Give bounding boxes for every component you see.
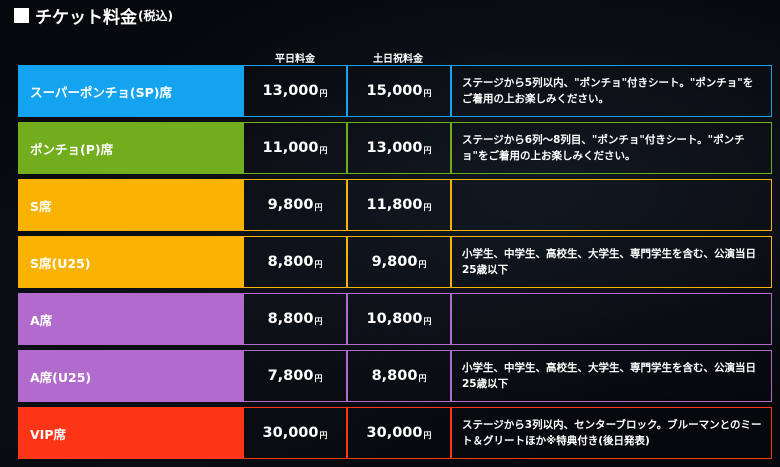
weekend-price-value: 8,800 xyxy=(371,368,418,384)
seat-description: ステージから5列以内、"ポンチョ"付きシート。"ポンチョ"をご着用の上お楽しみく… xyxy=(451,65,772,117)
weekday-price: 8,800 円 xyxy=(243,293,347,345)
title-sub: (税込) xyxy=(138,8,173,23)
weekday-price-value: 9,800 xyxy=(267,197,314,213)
weekday-price: 30,000 円 xyxy=(243,407,347,459)
weekend-price: 10,800 円 xyxy=(347,293,451,345)
yen-unit: 円 xyxy=(314,259,323,269)
yen-unit: 円 xyxy=(423,202,432,212)
seat-name: VIP席 xyxy=(18,407,243,459)
weekend-price-value: 10,800 xyxy=(366,311,423,327)
yen-unit: 円 xyxy=(319,430,328,440)
yen-unit: 円 xyxy=(423,88,432,98)
yen-unit: 円 xyxy=(314,373,323,383)
yen-unit: 円 xyxy=(314,316,323,326)
weekday-price: 11,000 円 xyxy=(243,122,347,174)
yen-unit: 円 xyxy=(418,373,427,383)
price-table: スーパーポンチョ(SP)席 13,000 円 15,000 円ステージから5列以内、"ポ… xyxy=(18,65,772,464)
seat-description: ステージから3列以内、センターブロック。ブルーマンとのミート＆グリートほか※特典… xyxy=(451,407,772,459)
weekday-price-value: 11,000 xyxy=(262,140,319,156)
weekend-price: 13,000 円 xyxy=(347,122,451,174)
section-title: チケット料金 (税込) xyxy=(12,4,173,28)
weekend-header: 土日祝料金 xyxy=(373,54,423,65)
yen-unit: 円 xyxy=(319,145,328,155)
table-row: A席(U25) 7,800 円 8,800 円小学生、中学生、高校生、大学生、専門学生を… xyxy=(18,350,772,402)
table-row: VIP席 30,000 円 30,000 円ステージから3列以内、センターブロック。ブル… xyxy=(18,407,772,459)
weekday-price-value: 8,800 xyxy=(267,311,314,327)
seat-description: 小学生、中学生、高校生、大学生、専門学生を含む、公演当日25歳以下 xyxy=(451,350,772,402)
seat-name: A席 xyxy=(18,293,243,345)
weekend-price: 11,800 円 xyxy=(347,179,451,231)
weekday-header: 平日料金 xyxy=(275,54,315,65)
weekend-price: 8,800 円 xyxy=(347,350,451,402)
table-row: A席 8,800 円 10,800 円 xyxy=(18,293,772,345)
weekend-price: 15,000 円 xyxy=(347,65,451,117)
weekend-price-value: 11,800 xyxy=(366,197,423,213)
weekend-price-value: 9,800 xyxy=(371,254,418,270)
square-bullet-icon xyxy=(14,7,29,23)
seat-description: ステージから6列〜8列目、"ポンチョ"付きシート。"ポンチョ"をご着用の上お楽し… xyxy=(451,122,772,174)
yen-unit: 円 xyxy=(423,316,432,326)
table-row: S席(U25) 8,800 円 9,800 円小学生、中学生、高校生、大学生、専門学生を… xyxy=(18,236,772,288)
seat-description xyxy=(451,293,772,345)
yen-unit: 円 xyxy=(319,88,328,98)
yen-unit: 円 xyxy=(314,202,323,212)
weekday-price-value: 13,000 xyxy=(262,83,319,99)
weekend-price-value: 13,000 xyxy=(366,140,423,156)
yen-unit: 円 xyxy=(423,430,432,440)
seat-name: ポンチョ(P)席 xyxy=(18,122,243,174)
weekend-price-value: 15,000 xyxy=(366,83,423,99)
weekday-price: 13,000 円 xyxy=(243,65,347,117)
seat-name: A席(U25) xyxy=(18,350,243,402)
table-row: スーパーポンチョ(SP)席 13,000 円 15,000 円ステージから5列以内、"ポ… xyxy=(18,65,772,117)
weekday-price: 7,800 円 xyxy=(243,350,347,402)
weekday-price-value: 30,000 xyxy=(262,425,319,441)
column-headers: 平日料金 土日祝料金 xyxy=(0,50,780,65)
weekday-price-value: 8,800 xyxy=(267,254,314,270)
seat-name: S席(U25) xyxy=(18,236,243,288)
weekend-price-value: 30,000 xyxy=(366,425,423,441)
yen-unit: 円 xyxy=(418,259,427,269)
seat-name: S席 xyxy=(18,179,243,231)
title-main: チケット料金 xyxy=(35,7,137,28)
table-row: S席 9,800 円 11,800 円 xyxy=(18,179,772,231)
weekday-price: 8,800 円 xyxy=(243,236,347,288)
seat-description: 小学生、中学生、高校生、大学生、専門学生を含む、公演当日25歳以下 xyxy=(451,236,772,288)
seat-name: スーパーポンチョ(SP)席 xyxy=(18,65,243,117)
weekday-price-value: 7,800 xyxy=(267,368,314,384)
seat-description xyxy=(451,179,772,231)
table-row: ポンチョ(P)席 11,000 円 13,000 円ステージから6列〜8列目、"ポンチョ… xyxy=(18,122,772,174)
weekday-price: 9,800 円 xyxy=(243,179,347,231)
weekend-price: 9,800 円 xyxy=(347,236,451,288)
weekend-price: 30,000 円 xyxy=(347,407,451,459)
yen-unit: 円 xyxy=(423,145,432,155)
